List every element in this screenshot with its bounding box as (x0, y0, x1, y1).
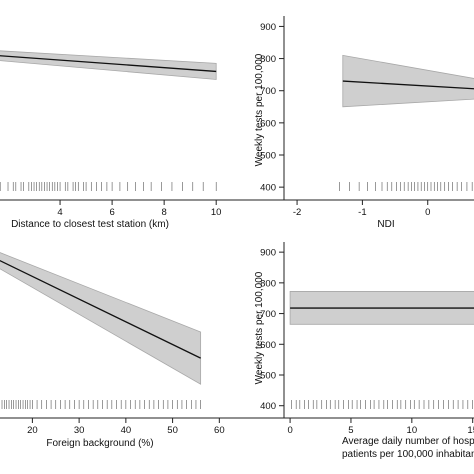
y-tick-label: 600 (260, 118, 276, 129)
x-tick-label: 4 (57, 207, 62, 218)
panel-hospitalized: Weekly tests per 100,000 Average daily n… (254, 242, 474, 460)
y-tick-label: 900 (260, 248, 276, 259)
y-axis-title: Weekly tests per 100,000 (254, 53, 265, 166)
x-tick-label: 5 (348, 425, 353, 436)
y-tick-label: 700 (260, 309, 276, 320)
x-tick-label: 30 (74, 425, 85, 436)
x-tick-label: 6 (109, 207, 114, 218)
fitted-line (0, 55, 217, 73)
confidence-band (0, 252, 202, 385)
confidence-band (0, 50, 217, 80)
fitted-line (342, 80, 474, 90)
x-axis-title-line-2: patients per 100,000 inhabitan (342, 449, 474, 460)
x-axis-title-line-1: Average daily number of hospita (342, 436, 474, 447)
x-tick-label: 60 (214, 425, 225, 436)
x-tick-label: 10 (407, 425, 418, 436)
x-tick-label: 10 (211, 207, 222, 218)
panel-foreign-background: Foreign background (%) 20 30 40 50 60 (0, 252, 474, 449)
confidence-band (342, 54, 474, 108)
x-tick-label: 0 (287, 425, 292, 436)
fitted-line (0, 259, 201, 359)
y-tick-label: 800 (260, 278, 276, 289)
y-tick-label: 800 (260, 54, 276, 65)
panel-ndi: Weekly tests per 100,000 NDI -2 -1 0 400 500… (254, 16, 474, 230)
y-axis-title: Weekly tests per 100,000 (254, 271, 265, 384)
y-tick-label: 500 (260, 151, 276, 162)
y-tick-label: 700 (260, 86, 276, 97)
y-tick-label: 900 (260, 22, 276, 33)
y-tick-label: 500 (260, 371, 276, 382)
y-tick-label: 600 (260, 340, 276, 351)
x-tick-label: 20 (27, 425, 38, 436)
y-tick-label: 400 (260, 401, 276, 412)
x-tick-label: 50 (167, 425, 178, 436)
x-tick-label: 15 (467, 425, 474, 436)
x-tick-label: 40 (121, 425, 132, 436)
x-axis-title: NDI (377, 219, 394, 230)
x-tick-label: 0 (425, 207, 430, 218)
x-tick-label: -2 (293, 207, 301, 218)
x-tick-label: 8 (161, 207, 166, 218)
x-tick-label: -1 (358, 207, 366, 218)
x-axis-title: Foreign background (%) (46, 438, 153, 449)
y-tick-label: 400 (260, 183, 276, 194)
x-axis-title: Distance to closest test station (km) (11, 219, 169, 230)
